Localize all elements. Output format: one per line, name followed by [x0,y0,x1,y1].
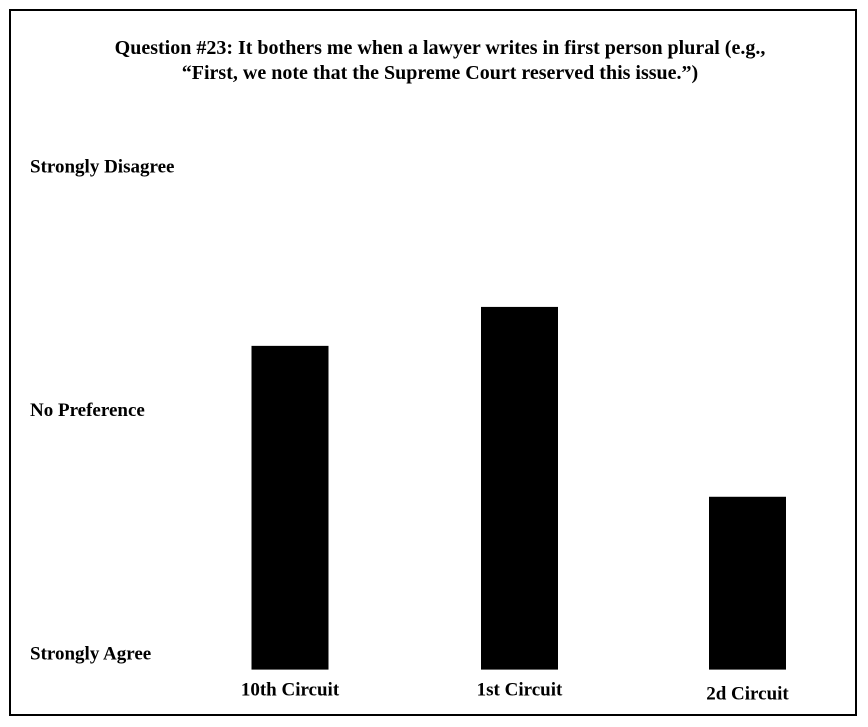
chart-title: Question #23: It bothers me when a lawye… [114,37,766,84]
bar [481,306,558,670]
y-tick-label: Strongly Disagree [30,157,174,178]
y-tick-label: Strongly Agree [30,643,151,664]
y-tick-label: No Preference [30,400,145,421]
bar [251,345,329,670]
x-tick-label: 10th Circuit [241,679,340,700]
chart-border [9,9,857,716]
x-tick-label: 1st Circuit [477,679,563,700]
x-tick-label: 2d Circuit [706,683,789,704]
bar [709,496,786,670]
